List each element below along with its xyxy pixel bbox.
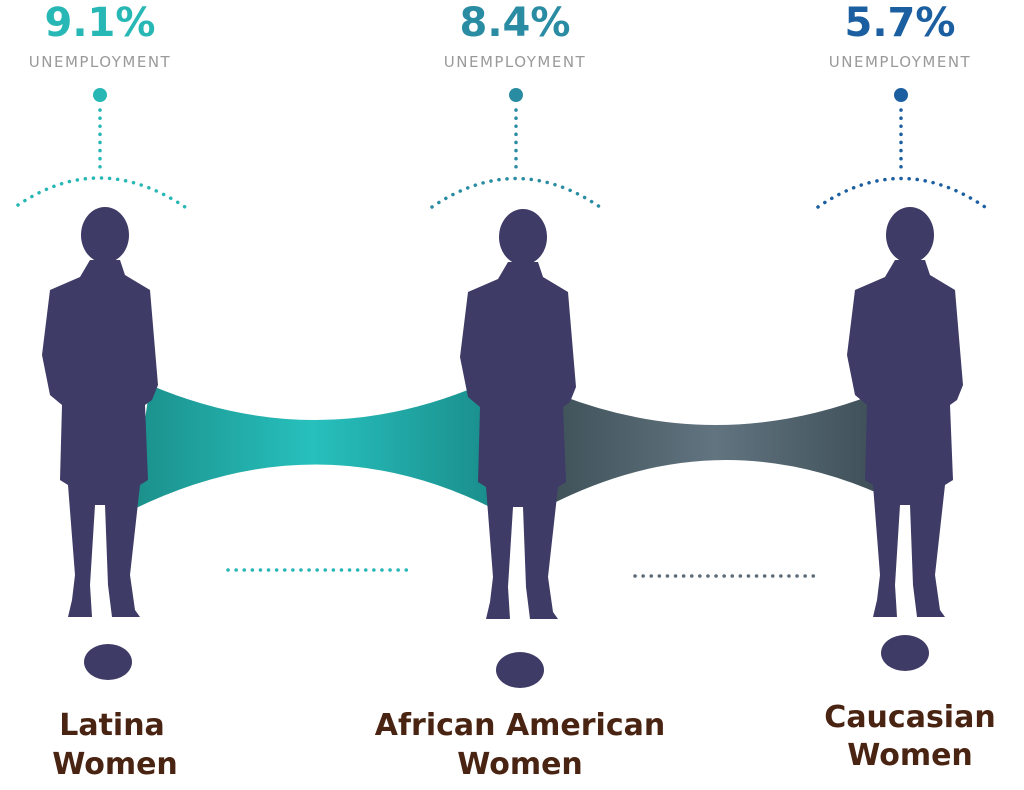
rate: 9.1%: [45, 0, 156, 46]
dot: [93, 88, 107, 102]
group-name: African American: [375, 708, 665, 743]
group-name: Women: [847, 738, 973, 773]
metric-label: UNEMPLOYMENT: [829, 53, 971, 71]
dotted-arc: [816, 176, 987, 209]
dotted-arc: [16, 176, 187, 209]
rate: 5.7%: [845, 0, 956, 46]
group-caucasian: 5.7% UNEMPLOYMENT Caucasian Women: [816, 0, 996, 773]
group-name: Caucasian: [824, 700, 995, 735]
rate: 8.4%: [460, 0, 571, 46]
dot: [894, 88, 908, 102]
marker: [84, 644, 132, 680]
dotted-arc: [430, 176, 602, 209]
group-name: Latina: [59, 708, 165, 743]
metric-label: UNEMPLOYMENT: [444, 53, 586, 71]
connector-band: [132, 385, 492, 510]
marker: [496, 652, 544, 688]
marker: [881, 635, 929, 671]
group-name: Women: [52, 747, 178, 782]
group-name: Women: [457, 747, 583, 782]
dot: [509, 88, 523, 102]
silhouette: [42, 207, 158, 617]
group-latina: 9.1% UNEMPLOYMENT Latina Women: [16, 0, 187, 782]
metric-label: UNEMPLOYMENT: [29, 53, 171, 71]
group-african-american: 8.4% UNEMPLOYMENT African American Women: [375, 0, 665, 782]
connector-band: [548, 395, 882, 506]
